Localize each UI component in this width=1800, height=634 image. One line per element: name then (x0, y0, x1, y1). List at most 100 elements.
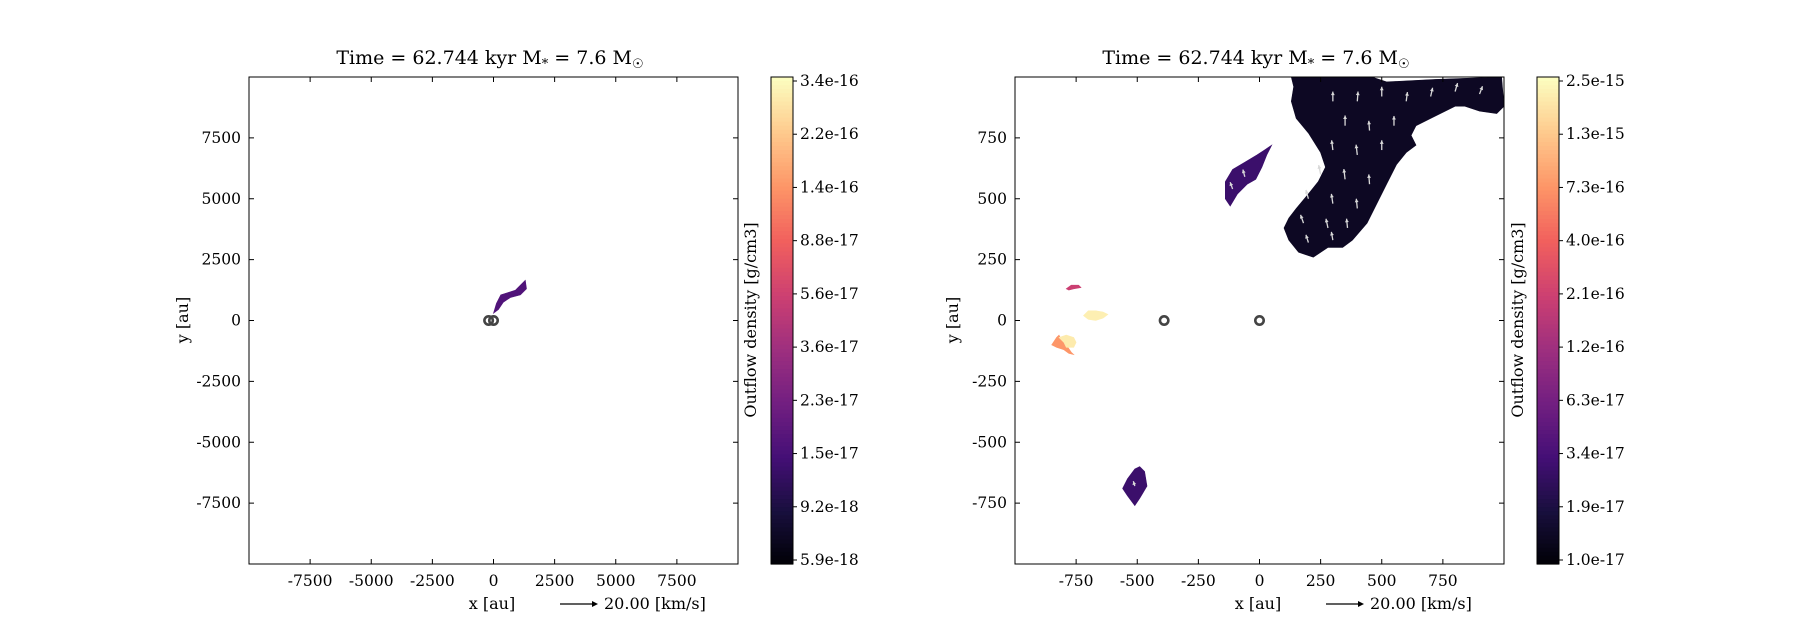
colorbar-gradient-cell (1537, 474, 1559, 480)
title-segment: * (1308, 57, 1315, 72)
colorbar-gradient-cell (771, 547, 793, 553)
colorbar-gradient-cell (771, 490, 793, 496)
density-region (1083, 310, 1109, 321)
colorbar-gradient-cell (1537, 397, 1559, 403)
right-density-regions (1051, 76, 1505, 507)
colorbar-gradient-cell (771, 255, 793, 261)
x-tick-label: 5000 (596, 572, 635, 590)
x-tick-label: -7500 (288, 572, 333, 590)
colorbar-gradient-cell (1537, 105, 1559, 111)
star-marker-icon (483, 314, 495, 326)
colorbar-gradient-cell (771, 369, 793, 374)
colorbar-gradient-cell (1537, 231, 1559, 236)
velocity-arrowhead-icon (1392, 115, 1396, 120)
colorbar-gradient-cell (1537, 430, 1559, 435)
colorbar-gradient-cell (771, 223, 793, 228)
colorbar-gradient-cell (1537, 308, 1559, 313)
colorbar-gradient-cell (1537, 401, 1559, 407)
colorbar-gradient-cell (1537, 166, 1559, 171)
colorbar-gradient-cell (1537, 214, 1559, 220)
colorbar-gradient-cell (771, 551, 793, 557)
colorbar-gradient-cell (1537, 365, 1559, 370)
right-velocity-key: 20.00 [km/s] (1326, 594, 1472, 613)
colorbar-gradient-cell (1537, 442, 1559, 447)
colorbar-gradient-cell (1537, 137, 1559, 143)
colorbar-gradient-cell (771, 454, 793, 460)
colorbar-gradient-cell (1537, 292, 1559, 297)
colorbar-gradient-cell (1537, 304, 1559, 309)
colorbar-gradient-cell (771, 365, 793, 370)
colorbar-gradient-cell (771, 430, 793, 435)
colorbar-gradient-cell (1537, 547, 1559, 553)
velocity-arrowhead-icon (1229, 182, 1234, 187)
colorbar-gradient-cell (1537, 462, 1559, 468)
colorbar-gradient-cell (1537, 255, 1559, 261)
colorbar-gradient-cell (1537, 162, 1559, 167)
colorbar-gradient-cell (771, 324, 793, 330)
colorbar-gradient-cell (771, 154, 793, 159)
colorbar-gradient-cell (771, 93, 793, 98)
colorbar-gradient-cell (1537, 405, 1559, 411)
colorbar-gradient-cell (771, 426, 793, 431)
colorbar-gradient-cell (771, 202, 793, 208)
velocity-arrowhead-icon (1343, 115, 1347, 119)
x-tick-label: 0 (489, 572, 499, 590)
y-tick-label: 5000 (202, 190, 241, 208)
right-velocity-vectors (1132, 82, 1484, 487)
colorbar-gradient-cell (1537, 328, 1559, 334)
colorbar-gradient-cell (771, 316, 793, 322)
velocity-arrowhead-icon (1305, 234, 1309, 239)
colorbar-gradient-cell (1537, 109, 1559, 115)
colorbar-gradient-cell (771, 348, 793, 354)
colorbar-gradient-cell (771, 515, 793, 520)
colorbar-gradient-cell (771, 227, 793, 232)
colorbar-gradient-cell (771, 267, 793, 273)
colorbar-gradient-cell (771, 450, 793, 456)
colorbar-gradient-cell (771, 482, 793, 488)
right-x-ticks: -750 -500 -250 0 250 500 750 (1059, 77, 1458, 590)
y-tick-label: 750 (977, 129, 1007, 147)
colorbar-gradient-cell (771, 77, 793, 82)
colorbar-gradient-cell (1537, 482, 1559, 488)
colorbar-gradient-cell (771, 531, 793, 537)
colorbar-gradient-cell (1537, 393, 1559, 399)
left-panel-title: Time = 62.744 kyr M* = 7.6 M☉ (336, 47, 643, 72)
velocity-arrowhead-icon (1354, 144, 1359, 149)
x-tick-label: -2500 (410, 572, 455, 590)
colorbar-gradient-cell (771, 129, 793, 135)
colorbar-gradient-cell (771, 150, 793, 155)
colorbar-gradient-cell (1537, 243, 1559, 249)
colorbar-tick-label: 1.3e-15 (1566, 125, 1625, 143)
x-tick-label: -750 (1059, 572, 1094, 590)
velocity-arrowhead-icon (1132, 481, 1137, 486)
colorbar-gradient-cell (1537, 271, 1559, 277)
colorbar-gradient-cell (771, 198, 793, 204)
velocity-arrowhead-icon (1367, 174, 1371, 179)
colorbar-tick-label: 4.0e-16 (1566, 232, 1625, 250)
colorbar-gradient-cell (1537, 150, 1559, 155)
colorbar-gradient-cell (1537, 93, 1559, 98)
colorbar-gradient-cell (771, 97, 793, 102)
left-velocity-key-label: 20.00 [km/s] (604, 594, 706, 613)
colorbar-gradient-cell (771, 105, 793, 111)
colorbar-gradient-cell (1537, 320, 1559, 326)
left-x-ticks: -7500 -5000 -2500 0 2500 5000 7500 (288, 77, 697, 590)
colorbar-gradient-cell (1537, 413, 1559, 419)
colorbar-gradient-cell (771, 519, 793, 525)
colorbar-gradient-cell (771, 166, 793, 171)
colorbar-gradient-cell (1537, 332, 1559, 338)
colorbar-gradient-cell (771, 304, 793, 309)
colorbar-gradient-cell (1537, 129, 1559, 135)
colorbar-gradient-cell (1537, 531, 1559, 537)
colorbar-tick-label: 3.6e-17 (800, 338, 859, 356)
colorbar-gradient-cell (771, 421, 793, 427)
right-colorbar-label: Outflow density [g/cm3] (1508, 222, 1527, 417)
right-y-axis-label: y [au] (943, 297, 962, 344)
colorbar-gradient-cell (1537, 174, 1559, 180)
star-marker-icon (1158, 314, 1170, 326)
colorbar-gradient-cell (1537, 551, 1559, 557)
colorbar-gradient-cell (1537, 523, 1559, 529)
colorbar-gradient-cell (771, 210, 793, 216)
colorbar-gradient-cell (771, 527, 793, 533)
